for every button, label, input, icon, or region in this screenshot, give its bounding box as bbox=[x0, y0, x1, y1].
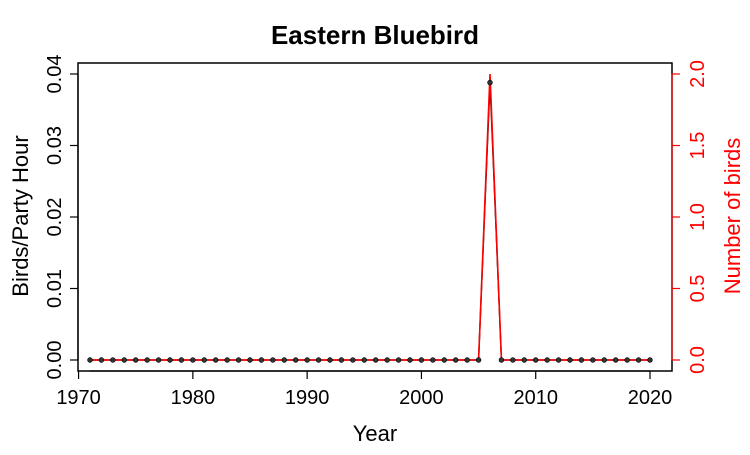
data-point bbox=[487, 79, 493, 86]
data-point bbox=[247, 357, 253, 363]
data-point bbox=[384, 357, 390, 363]
data-point bbox=[110, 357, 116, 363]
x-axis-title: Year bbox=[353, 421, 397, 446]
y-left-tick-label: 0.03 bbox=[44, 126, 66, 165]
y-right-tick-label: 2.0 bbox=[687, 60, 709, 88]
data-point bbox=[624, 357, 630, 363]
chart-title: Eastern Bluebird bbox=[271, 20, 479, 50]
data-point bbox=[373, 357, 379, 363]
data-point bbox=[567, 357, 573, 363]
data-point bbox=[213, 357, 219, 363]
data-point bbox=[293, 357, 299, 363]
data-point bbox=[258, 357, 265, 363]
y-right-tick-label: 1.0 bbox=[687, 203, 709, 231]
data-point bbox=[167, 357, 173, 363]
data-point bbox=[350, 357, 356, 363]
series-line-number-of-birds bbox=[90, 73, 650, 361]
x-tick-label: 1970 bbox=[56, 387, 101, 409]
data-point bbox=[453, 357, 459, 363]
data-point bbox=[133, 357, 139, 363]
data-point bbox=[407, 357, 413, 363]
data-point bbox=[201, 357, 207, 363]
data-point bbox=[327, 357, 333, 363]
data-point bbox=[533, 357, 539, 363]
data-point bbox=[578, 357, 585, 363]
x-tick-label: 2000 bbox=[399, 387, 444, 409]
series-line-birds-per-party-hour bbox=[90, 82, 650, 361]
data-point bbox=[475, 357, 482, 363]
x-tick-label: 2020 bbox=[628, 387, 673, 409]
data-point bbox=[555, 357, 562, 363]
y-left-tick-label: 0.00 bbox=[44, 341, 66, 380]
y-axis-left-title: Birds/Party Hour bbox=[8, 135, 33, 296]
y-left-tick-label: 0.02 bbox=[44, 198, 66, 237]
data-point bbox=[613, 357, 619, 363]
plot-frame bbox=[77, 62, 673, 372]
y-right-tick-label: 1.5 bbox=[687, 132, 709, 160]
data-point bbox=[235, 357, 242, 363]
y-axis-right-title: Number of birds bbox=[720, 138, 745, 295]
data-point bbox=[155, 357, 162, 363]
data-point bbox=[521, 357, 527, 363]
x-tick-label: 1990 bbox=[285, 387, 330, 409]
data-point bbox=[121, 357, 127, 363]
data-point bbox=[510, 357, 516, 363]
x-tick-label: 2010 bbox=[513, 387, 558, 409]
data-point bbox=[361, 357, 367, 363]
y-right-tick-label: 0.0 bbox=[687, 346, 709, 374]
y-axis-left: 0.00 0.01 0.02 0.03 0.04 bbox=[44, 55, 79, 380]
data-point bbox=[144, 357, 150, 363]
data-point bbox=[315, 357, 322, 363]
data-point bbox=[224, 357, 230, 363]
data-point bbox=[430, 357, 436, 363]
y-left-tick-label: 0.01 bbox=[44, 269, 66, 308]
y-axis-right: 0.0 0.5 1.0 1.5 2.0 bbox=[671, 60, 709, 374]
data-point bbox=[304, 357, 310, 363]
data-point bbox=[281, 357, 287, 363]
data-point bbox=[338, 357, 345, 363]
x-axis: 1970 1980 1990 2000 2010 2020 bbox=[56, 370, 673, 409]
data-point bbox=[498, 357, 505, 363]
data-point bbox=[590, 357, 596, 363]
data-point bbox=[190, 357, 196, 363]
data-point bbox=[441, 357, 447, 363]
data-point bbox=[601, 357, 607, 363]
data-point bbox=[270, 357, 276, 363]
data-point bbox=[464, 357, 470, 363]
data-point bbox=[98, 357, 105, 363]
data-point bbox=[544, 357, 550, 363]
data-point bbox=[635, 357, 642, 363]
series-group bbox=[87, 73, 653, 363]
y-left-tick-label: 0.04 bbox=[44, 55, 66, 94]
data-point bbox=[418, 357, 425, 363]
data-point bbox=[395, 357, 402, 363]
data-point bbox=[178, 357, 185, 363]
y-right-tick-label: 0.5 bbox=[687, 275, 709, 303]
data-point bbox=[647, 357, 653, 363]
data-point bbox=[87, 357, 93, 363]
x-tick-label: 1980 bbox=[171, 387, 216, 409]
